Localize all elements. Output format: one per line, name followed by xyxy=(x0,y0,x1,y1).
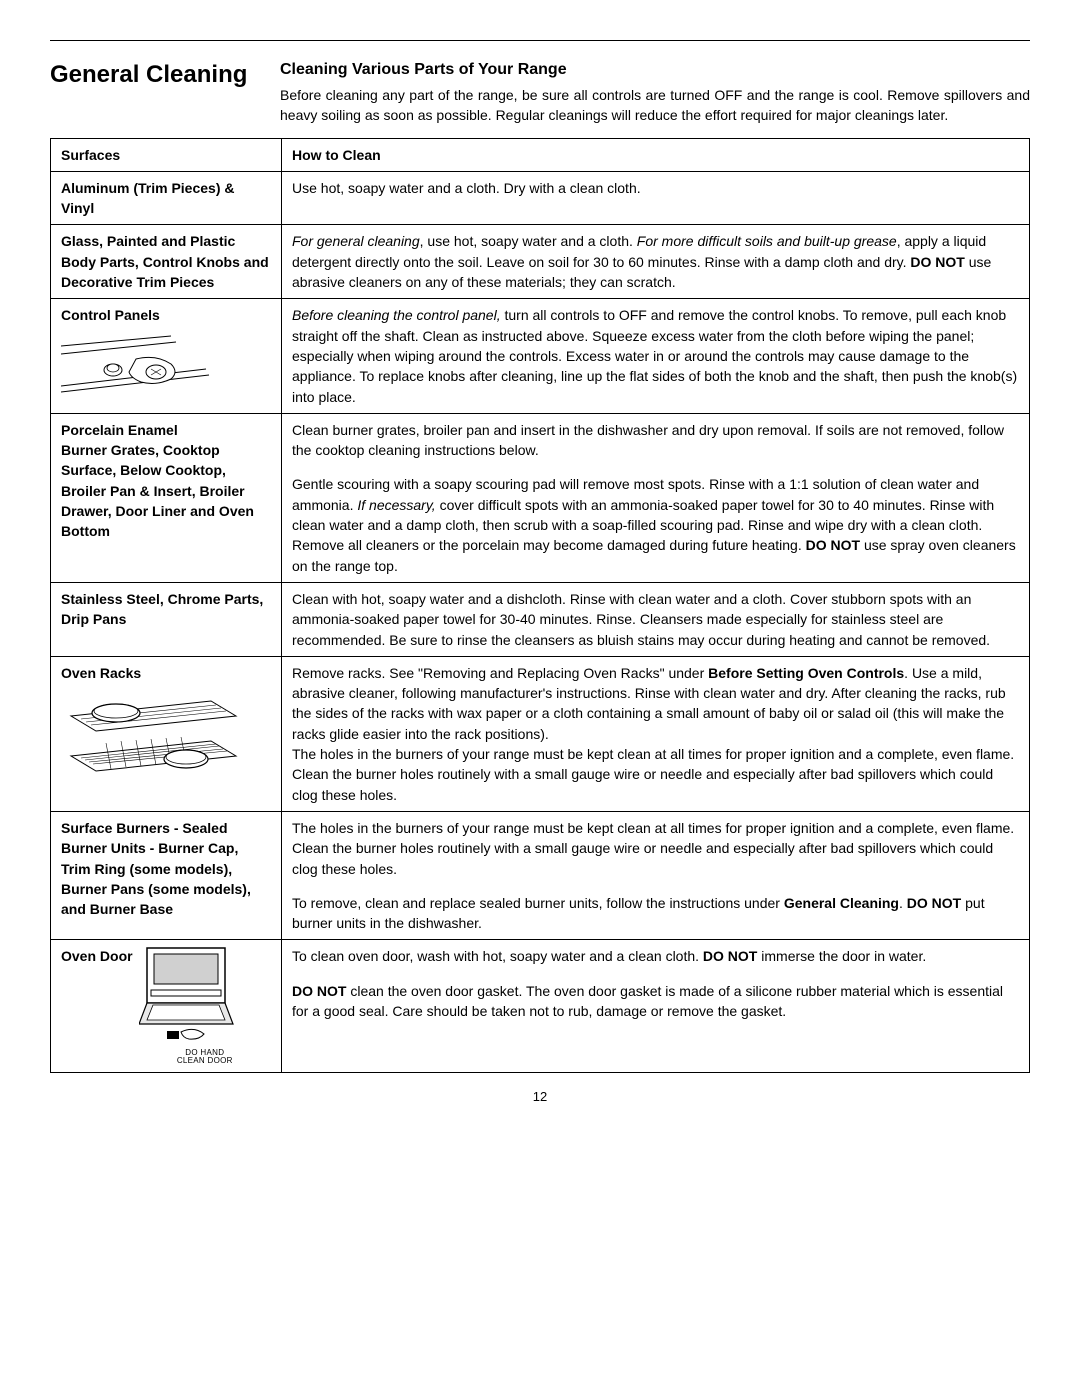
text-bold: DO NOT xyxy=(910,254,964,270)
header-how: How to Clean xyxy=(282,138,1030,171)
surface-cell: Stainless Steel, Chrome Parts, Drip Pans xyxy=(51,582,282,656)
illustration-caption: DO HAND CLEAN DOOR xyxy=(139,1049,271,1067)
text: , use hot, soapy water and a cloth. xyxy=(420,233,637,249)
paragraph: The holes in the burners of your range m… xyxy=(292,744,1019,805)
text-bold: General Cleaning xyxy=(784,895,899,911)
paragraph: Gentle scouring with a soapy scouring pa… xyxy=(292,474,1019,575)
text: To clean oven door, wash with hot, soapy… xyxy=(292,948,703,964)
how-cell: For general cleaning, use hot, soapy wat… xyxy=(282,225,1030,299)
how-cell: Before cleaning the control panel, turn … xyxy=(282,299,1030,413)
surface-cell: Surface Burners - Sealed Burner Units - … xyxy=(51,811,282,939)
surface-cell: Aluminum (Trim Pieces) & Vinyl xyxy=(51,171,282,225)
paragraph: Clean burner grates, broiler pan and ins… xyxy=(292,420,1019,461)
text: . xyxy=(899,895,907,911)
table-row: Oven Door DO HAND CLEAN DOOR xyxy=(51,940,1030,1073)
paragraph: DO NOT clean the oven door gasket. The o… xyxy=(292,981,1019,1022)
header-surfaces: Surfaces xyxy=(51,138,282,171)
table-header-row: Surfaces How to Clean xyxy=(51,138,1030,171)
paragraph: Remove racks. See "Removing and Replacin… xyxy=(292,663,1019,744)
page-number: 12 xyxy=(50,1089,1030,1104)
header-row: General Cleaning Cleaning Various Parts … xyxy=(50,61,1030,126)
table-row: Porcelain Enamel Burner Grates, Cooktop … xyxy=(51,413,1030,582)
surface-cell: Control Panels xyxy=(51,299,282,413)
paragraph: The holes in the burners of your range m… xyxy=(292,818,1019,879)
table-row: Surface Burners - Sealed Burner Units - … xyxy=(51,811,1030,939)
table-row: Aluminum (Trim Pieces) & Vinyl Use hot, … xyxy=(51,171,1030,225)
cleaning-table: Surfaces How to Clean Aluminum (Trim Pie… xyxy=(50,138,1030,1074)
table-row: Control Panels Before cleaning the contr… xyxy=(51,299,1030,413)
table-row: Stainless Steel, Chrome Parts, Drip Pans… xyxy=(51,582,1030,656)
oven-racks-illustration xyxy=(61,691,271,791)
how-cell: Clean with hot, soapy water and a dishcl… xyxy=(282,582,1030,656)
paragraph: To remove, clean and replace sealed burn… xyxy=(292,893,1019,934)
how-cell: Remove racks. See "Removing and Replacin… xyxy=(282,656,1030,811)
text: To remove, clean and replace sealed burn… xyxy=(292,895,784,911)
control-panel-illustration xyxy=(61,334,271,394)
intro-block: Cleaning Various Parts of Your Range Bef… xyxy=(280,61,1030,126)
paragraph: To clean oven door, wash with hot, soapy… xyxy=(292,946,1019,966)
section-title: General Cleaning xyxy=(50,61,280,89)
surface-cell: Glass, Painted and Plastic Body Parts, C… xyxy=(51,225,282,299)
text: Remove racks. See "Removing and Replacin… xyxy=(292,665,708,681)
text-bold: DO NOT xyxy=(292,983,346,999)
how-cell: The holes in the burners of your range m… xyxy=(282,811,1030,939)
text-italic: For general cleaning xyxy=(292,233,420,249)
text-italic: Before cleaning the control panel, xyxy=(292,307,501,323)
how-cell: Clean burner grates, broiler pan and ins… xyxy=(282,413,1030,582)
surface-cell: Oven Racks xyxy=(51,656,282,811)
table-row: Glass, Painted and Plastic Body Parts, C… xyxy=(51,225,1030,299)
intro-text: Before cleaning any part of the range, b… xyxy=(280,85,1030,126)
intro-heading: Cleaning Various Parts of Your Range xyxy=(280,61,1030,79)
text: clean the oven door gasket. The oven doo… xyxy=(292,983,1003,1019)
surface-label: Control Panels xyxy=(61,307,160,323)
surface-cell: Porcelain Enamel Burner Grates, Cooktop … xyxy=(51,413,282,582)
text-italic: For more difficult soils and built-up gr… xyxy=(637,233,897,249)
text-bold: Before Setting Oven Controls xyxy=(708,665,904,681)
top-rule xyxy=(50,40,1030,41)
surface-label: Oven Racks xyxy=(61,665,141,681)
text-bold: DO NOT xyxy=(806,537,860,553)
table-row: Oven Racks xyxy=(51,656,1030,811)
text: immerse the door in water. xyxy=(757,948,926,964)
text-bold: DO NOT xyxy=(703,948,757,964)
text-italic: If necessary, xyxy=(357,497,435,513)
how-cell: Use hot, soapy water and a cloth. Dry wi… xyxy=(282,171,1030,225)
oven-door-illustration: DO HAND CLEAN DOOR xyxy=(139,946,271,1066)
surface-label: Oven Door xyxy=(61,946,133,966)
text-bold: DO NOT xyxy=(907,895,961,911)
how-cell: To clean oven door, wash with hot, soapy… xyxy=(282,940,1030,1073)
surface-cell: Oven Door DO HAND CLEAN DOOR xyxy=(51,940,282,1073)
